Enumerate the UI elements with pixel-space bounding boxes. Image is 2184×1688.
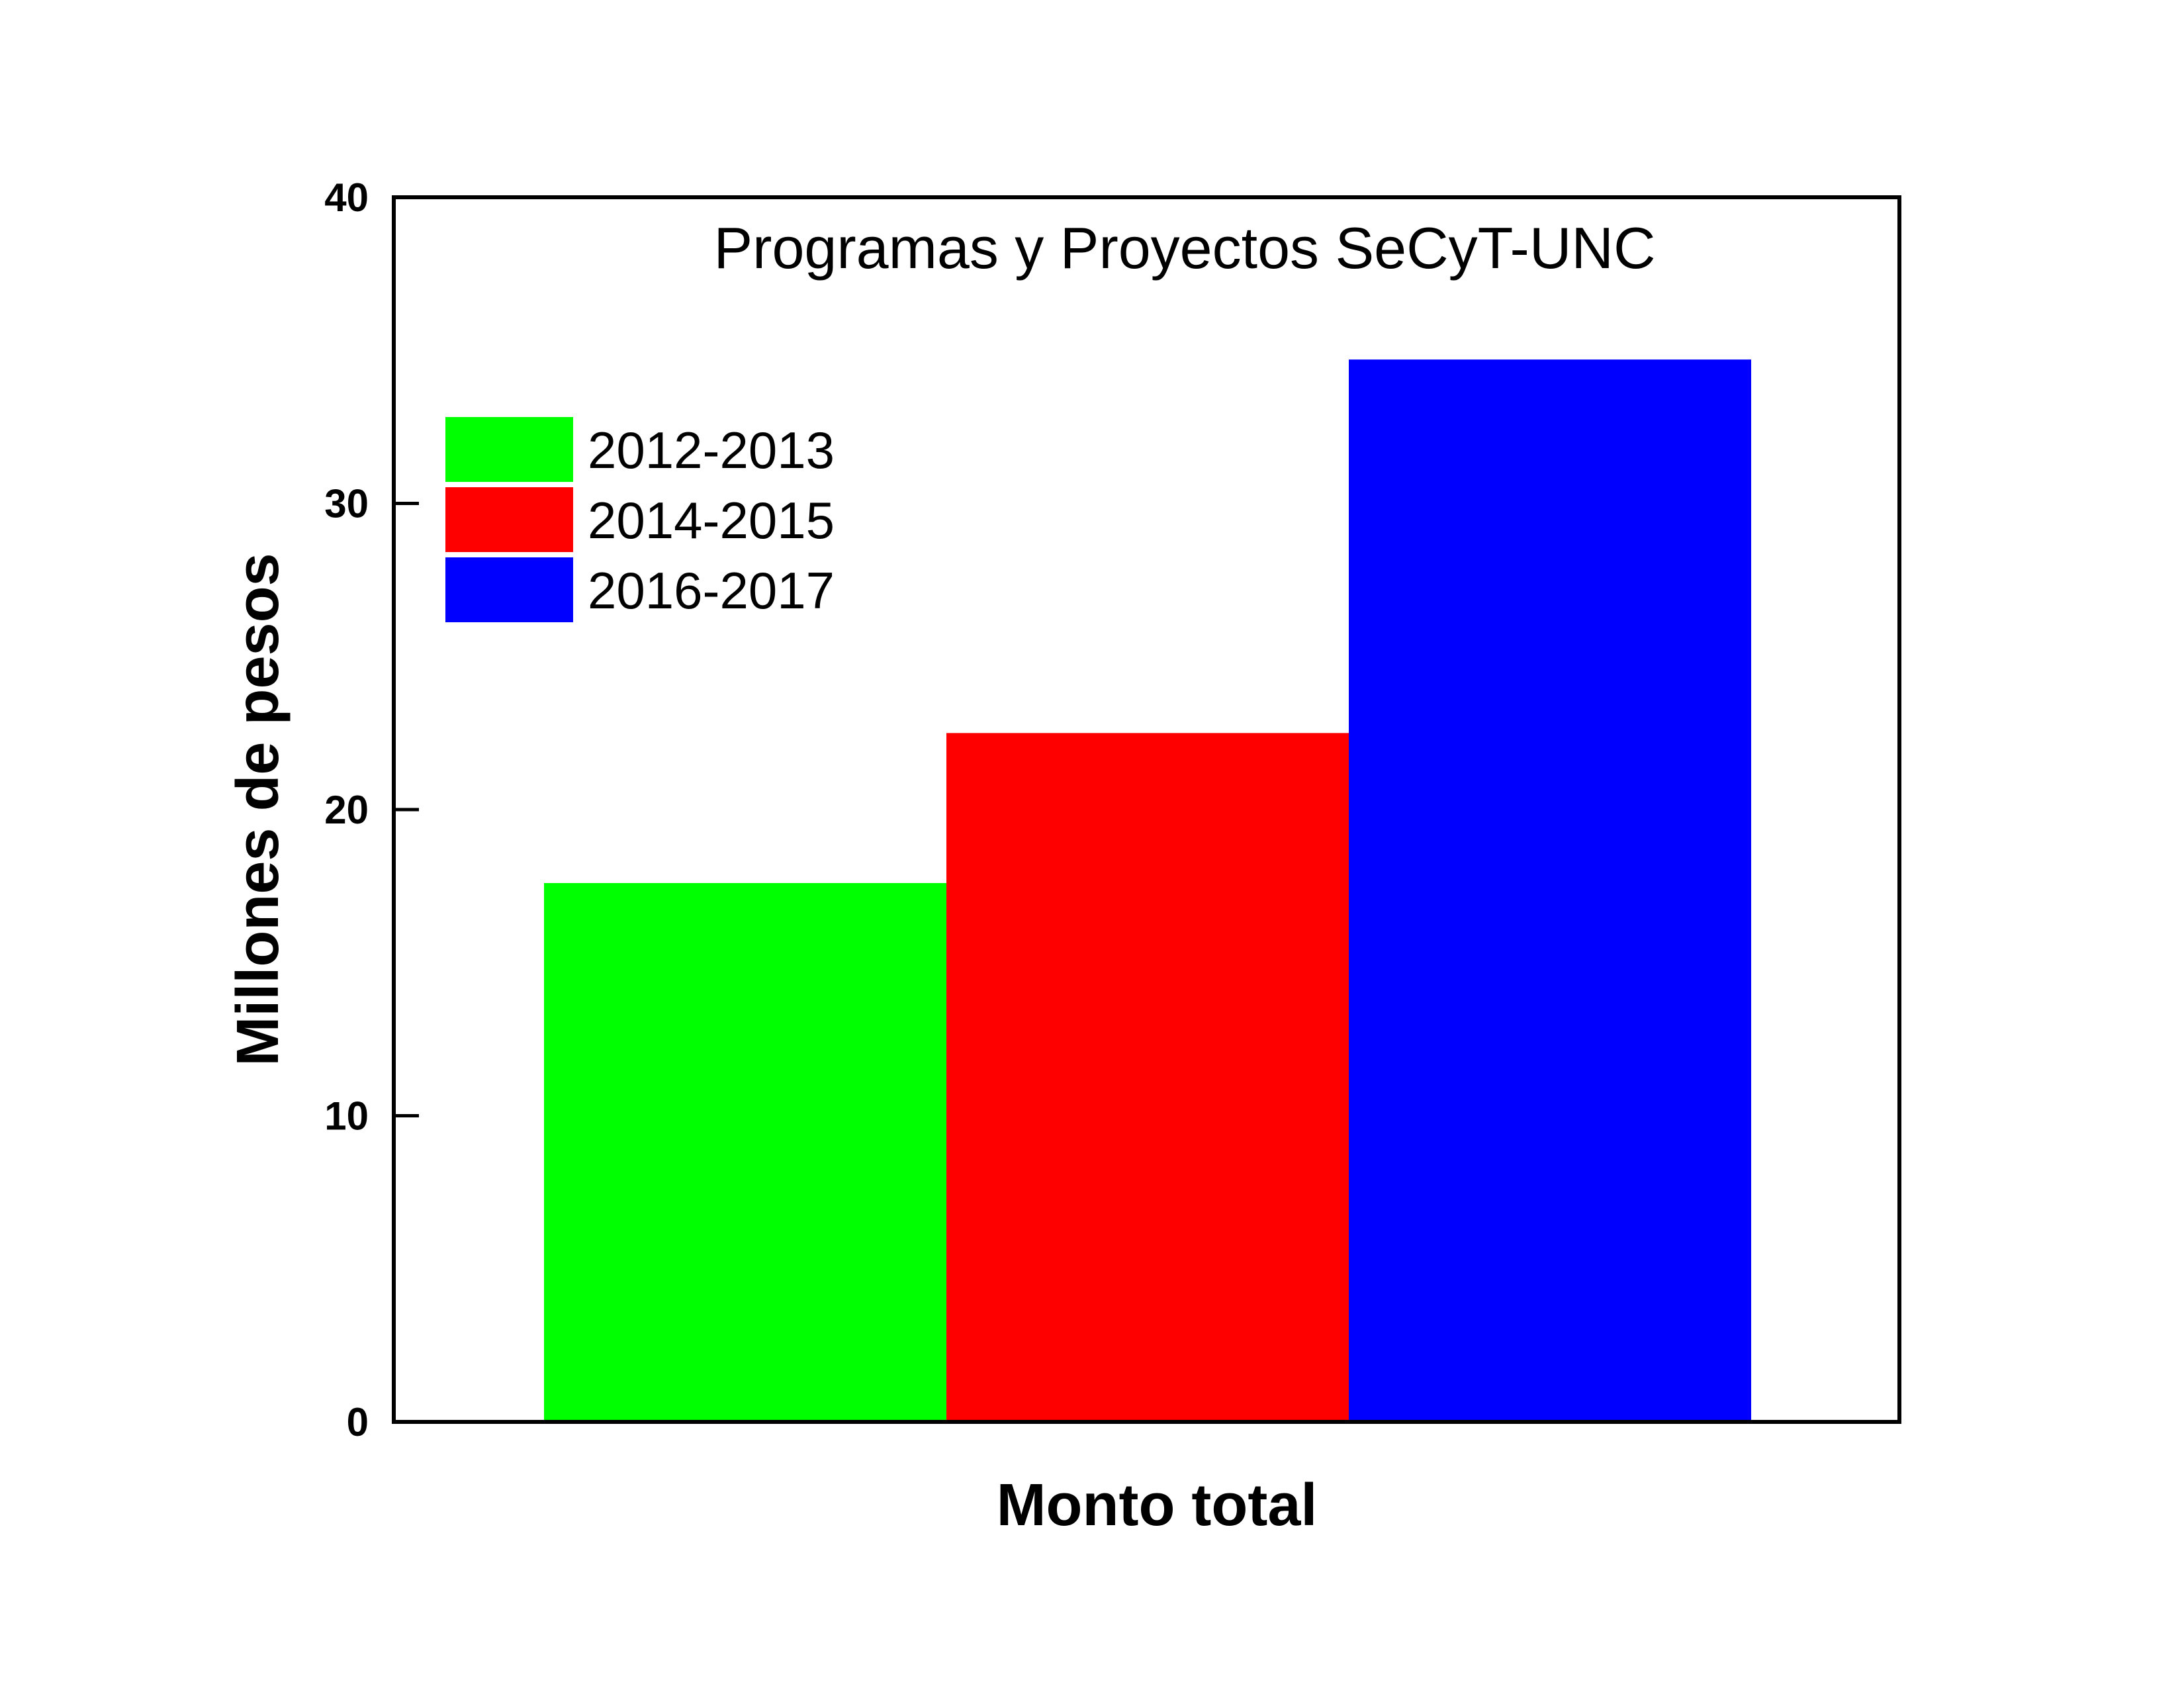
legend: 2012-2013 2014-2015 2016-2017 (445, 417, 835, 622)
y-tick-label: 20 (324, 788, 369, 832)
legend-label-2012-2013: 2012-2013 (588, 421, 835, 479)
legend-label-2014-2015: 2014-2015 (588, 491, 835, 549)
legend-swatch-2012-2013 (445, 417, 573, 482)
bar-2014-2015 (946, 733, 1349, 1422)
legend-label-2016-2017: 2016-2017 (588, 561, 835, 620)
y-tick-label: 0 (347, 1400, 369, 1444)
bar-2016-2017 (1349, 359, 1751, 1422)
bar-2012-2013 (544, 883, 946, 1422)
legend-swatch-2014-2015 (445, 487, 573, 552)
legend-swatch-2016-2017 (445, 557, 573, 622)
y-axis-ticks: 0 10 20 30 40 (324, 175, 419, 1444)
y-tick-label: 30 (324, 482, 369, 526)
x-axis-title: Monto total (997, 1472, 1318, 1538)
chart-title: Programas y Proyectos SeCyT-UNC (713, 215, 1655, 281)
y-axis-title: Millones de pesos (225, 553, 291, 1066)
y-tick-label: 10 (324, 1094, 369, 1139)
y-tick-label: 40 (324, 175, 369, 220)
bars-layer (544, 359, 1751, 1422)
